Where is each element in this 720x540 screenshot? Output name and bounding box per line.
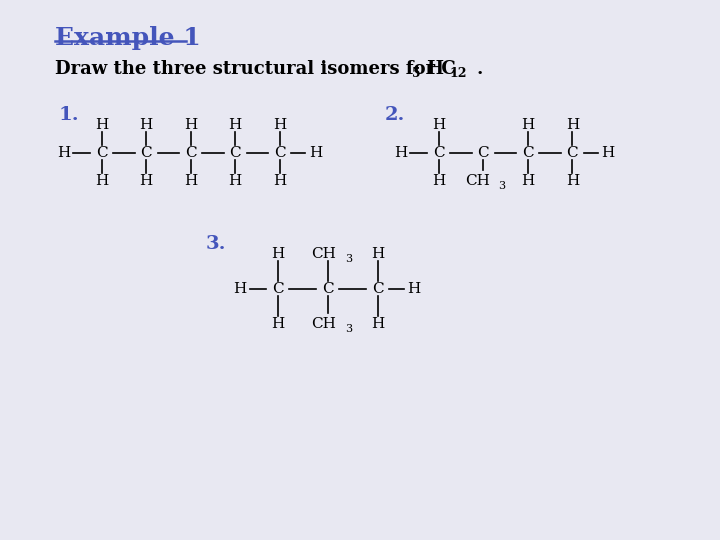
Text: H: H — [426, 60, 443, 78]
Text: C: C — [567, 146, 578, 160]
Text: C: C — [477, 146, 489, 160]
Text: H: H — [271, 247, 284, 261]
Text: H: H — [140, 174, 153, 188]
Text: H: H — [521, 118, 534, 132]
Text: C: C — [185, 146, 197, 160]
Text: H: H — [566, 118, 579, 132]
Text: CH: CH — [465, 174, 490, 188]
Text: H: H — [57, 146, 71, 160]
Text: Draw the three structural isomers for C: Draw the three structural isomers for C — [55, 60, 456, 78]
Text: 3: 3 — [345, 254, 352, 264]
Text: H: H — [95, 174, 109, 188]
Text: .: . — [476, 60, 482, 78]
Text: C: C — [230, 146, 241, 160]
Text: H: H — [184, 118, 197, 132]
Text: 1.: 1. — [59, 106, 79, 124]
Text: CH: CH — [311, 247, 336, 261]
Text: H: H — [233, 282, 246, 296]
Text: H: H — [273, 118, 287, 132]
Text: H: H — [521, 174, 534, 188]
Text: H: H — [140, 118, 153, 132]
Text: C: C — [372, 282, 384, 296]
Text: 5: 5 — [413, 67, 421, 80]
Text: H: H — [432, 118, 446, 132]
Text: CH: CH — [311, 317, 336, 330]
Text: H: H — [432, 174, 446, 188]
Text: C: C — [322, 282, 333, 296]
Text: 3: 3 — [345, 323, 352, 334]
Text: C: C — [140, 146, 152, 160]
Text: Example 1: Example 1 — [55, 25, 201, 50]
Text: H: H — [601, 146, 615, 160]
Text: C: C — [96, 146, 107, 160]
Text: 12: 12 — [450, 67, 467, 80]
Text: C: C — [271, 282, 284, 296]
Text: H: H — [395, 146, 408, 160]
Text: H: H — [95, 118, 109, 132]
Text: H: H — [372, 317, 384, 330]
Text: 3.: 3. — [206, 235, 226, 253]
Text: C: C — [274, 146, 286, 160]
Text: H: H — [372, 247, 384, 261]
Text: C: C — [433, 146, 445, 160]
Text: H: H — [228, 174, 242, 188]
Text: H: H — [184, 174, 197, 188]
Text: H: H — [309, 146, 322, 160]
Text: H: H — [408, 282, 420, 296]
Text: H: H — [273, 174, 287, 188]
Text: C: C — [522, 146, 534, 160]
Text: H: H — [228, 118, 242, 132]
Text: H: H — [271, 317, 284, 330]
Text: 3: 3 — [498, 181, 505, 191]
Text: H: H — [566, 174, 579, 188]
Text: 2.: 2. — [385, 106, 405, 124]
